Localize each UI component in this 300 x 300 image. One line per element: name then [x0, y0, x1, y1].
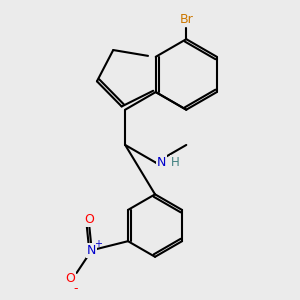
Text: Br: Br: [179, 13, 193, 26]
Text: N: N: [157, 156, 167, 169]
Text: O: O: [84, 212, 94, 226]
Text: N: N: [87, 244, 96, 257]
Text: -: -: [73, 281, 78, 295]
Text: H: H: [170, 156, 179, 169]
Text: +: +: [94, 239, 102, 249]
Text: O: O: [66, 272, 76, 286]
